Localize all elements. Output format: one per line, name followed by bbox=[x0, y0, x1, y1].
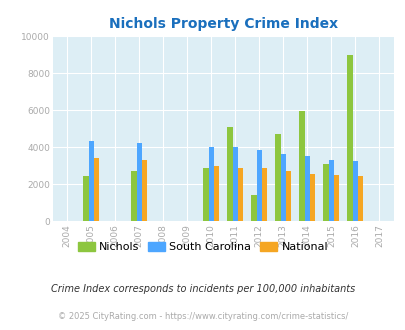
Bar bbox=[328, 160, 333, 221]
Bar bbox=[333, 175, 339, 221]
Bar bbox=[357, 176, 362, 221]
Bar bbox=[304, 156, 309, 221]
Bar bbox=[131, 171, 136, 221]
Bar bbox=[309, 174, 315, 221]
Bar bbox=[208, 147, 213, 221]
Bar bbox=[261, 168, 266, 221]
Bar bbox=[251, 195, 256, 221]
Title: Nichols Property Crime Index: Nichols Property Crime Index bbox=[109, 17, 337, 31]
Bar bbox=[347, 55, 352, 221]
Bar bbox=[88, 141, 94, 221]
Bar bbox=[136, 143, 141, 221]
Text: © 2025 CityRating.com - https://www.cityrating.com/crime-statistics/: © 2025 CityRating.com - https://www.city… bbox=[58, 313, 347, 321]
Bar bbox=[203, 168, 208, 221]
Bar bbox=[323, 164, 328, 221]
Bar bbox=[83, 176, 88, 221]
Bar bbox=[285, 171, 290, 221]
Bar bbox=[94, 158, 99, 221]
Text: Crime Index corresponds to incidents per 100,000 inhabitants: Crime Index corresponds to incidents per… bbox=[51, 284, 354, 294]
Bar bbox=[213, 166, 219, 221]
Bar bbox=[237, 168, 243, 221]
Legend: Nichols, South Carolina, National: Nichols, South Carolina, National bbox=[73, 238, 332, 257]
Bar bbox=[280, 154, 285, 221]
Bar bbox=[141, 160, 147, 221]
Bar bbox=[256, 150, 261, 221]
Bar bbox=[227, 127, 232, 221]
Bar bbox=[232, 147, 237, 221]
Bar bbox=[275, 134, 280, 221]
Bar bbox=[352, 161, 357, 221]
Bar bbox=[299, 111, 304, 221]
